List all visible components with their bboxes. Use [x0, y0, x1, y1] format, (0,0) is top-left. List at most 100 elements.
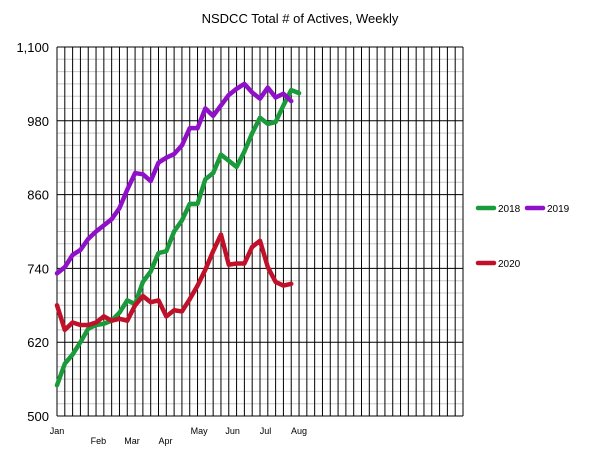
data-point — [165, 156, 168, 159]
series-2020 — [54, 232, 294, 333]
x-tick-label: Apr — [159, 436, 173, 446]
data-point — [181, 310, 183, 313]
legend-label: 2020 — [498, 259, 521, 270]
data-point — [118, 311, 121, 314]
legend-item-2019: 2019 — [524, 204, 570, 215]
data-point — [142, 173, 144, 176]
series-lines — [54, 81, 302, 388]
data-point — [251, 132, 253, 134]
data-point — [142, 281, 144, 283]
data-point — [196, 284, 199, 287]
data-point — [235, 166, 238, 168]
x-tick-label: Jan — [50, 426, 65, 436]
data-point — [79, 249, 82, 251]
data-point — [71, 353, 74, 356]
x-tick-label: Aug — [291, 426, 307, 436]
data-point — [196, 203, 199, 205]
data-point — [142, 295, 144, 297]
data-point — [227, 159, 230, 162]
data-point — [220, 104, 222, 107]
x-tick-label: Jun — [225, 426, 240, 436]
data-point — [181, 144, 183, 147]
series-2019 — [54, 81, 294, 276]
legend: 2018 2019 2020 — [475, 204, 570, 270]
y-tick-label: 620 — [27, 335, 49, 350]
data-point — [188, 127, 191, 129]
data-point — [126, 188, 129, 191]
data-point — [227, 94, 230, 96]
data-point — [110, 218, 113, 220]
data-point — [259, 116, 261, 119]
data-point — [243, 262, 246, 265]
data-point — [95, 321, 97, 324]
data-point — [274, 96, 277, 99]
data-point — [95, 230, 97, 233]
data-point — [251, 91, 253, 94]
data-point — [103, 315, 105, 318]
data-point — [56, 272, 58, 275]
y-tick-label: 500 — [27, 409, 49, 424]
data-point — [87, 327, 90, 330]
data-point — [267, 123, 269, 125]
data-point — [204, 107, 207, 110]
data-point — [87, 238, 90, 240]
data-point — [110, 319, 113, 322]
data-point — [56, 384, 58, 387]
data-point — [157, 161, 160, 164]
data-point — [290, 89, 293, 91]
data-point — [149, 270, 152, 273]
x-tick-label: Jul — [260, 426, 272, 436]
data-point — [118, 207, 121, 209]
data-point — [134, 304, 136, 307]
data-point — [149, 180, 152, 182]
data-point — [282, 284, 285, 287]
data-point — [181, 219, 183, 222]
data-point — [235, 88, 238, 90]
data-point — [298, 92, 300, 94]
data-point — [87, 324, 90, 326]
data-point — [259, 239, 261, 242]
data-point — [56, 304, 58, 307]
data-point — [259, 97, 261, 100]
data-point — [64, 329, 66, 331]
data-point — [220, 153, 222, 156]
data-point — [173, 153, 175, 155]
data-point — [103, 224, 105, 227]
data-point — [79, 324, 82, 326]
data-point — [243, 150, 246, 153]
x-tick-label: May — [191, 426, 209, 436]
data-point — [196, 127, 199, 129]
data-point — [64, 266, 66, 268]
data-point — [79, 341, 82, 344]
data-point — [64, 362, 66, 365]
x-tick-label: Feb — [91, 436, 107, 446]
data-point — [212, 172, 214, 174]
legend-label: 2018 — [498, 204, 521, 215]
data-point — [290, 282, 293, 285]
data-point — [204, 268, 207, 271]
y-tick-label: 860 — [27, 188, 49, 203]
data-point — [157, 252, 160, 254]
data-point — [251, 246, 253, 248]
data-point — [126, 319, 129, 322]
data-point — [173, 230, 175, 233]
data-point — [220, 233, 222, 236]
y-tick-label: 740 — [27, 261, 49, 276]
data-point — [71, 321, 74, 324]
legend-item-2018: 2018 — [475, 204, 521, 215]
data-point — [267, 86, 269, 89]
data-point — [188, 203, 191, 205]
data-point — [212, 115, 214, 117]
data-point — [204, 178, 207, 181]
data-point — [274, 281, 277, 283]
data-point — [165, 250, 168, 252]
data-point — [149, 301, 152, 304]
data-point — [282, 92, 285, 95]
data-point — [165, 315, 168, 318]
y-tick-label: 980 — [27, 114, 49, 129]
data-point — [188, 298, 191, 300]
data-point — [103, 322, 105, 325]
x-tick-label: Mar — [124, 436, 140, 446]
data-point — [290, 100, 293, 102]
data-point — [227, 263, 230, 266]
